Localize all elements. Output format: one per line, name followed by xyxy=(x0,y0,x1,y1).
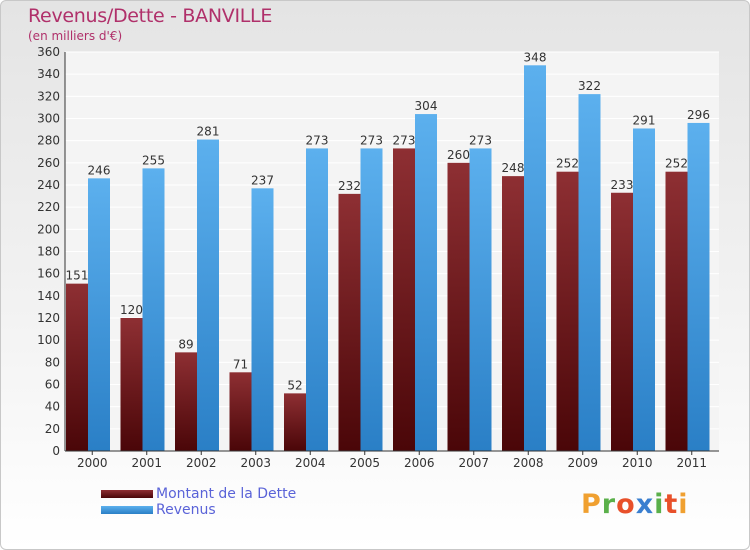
chart-title: Revenus/Dette - BANVILLE xyxy=(28,5,273,27)
value-label-revenus: 273 xyxy=(360,133,383,147)
value-label-revenus: 281 xyxy=(197,125,220,139)
logo-letter: i xyxy=(654,489,665,520)
proxiti-logo: Proxiti xyxy=(581,489,689,520)
logo-letter: x xyxy=(635,489,655,520)
x-tick-label: 2008 xyxy=(513,456,544,470)
y-tick-label: 0 xyxy=(52,444,60,458)
value-label-dette: 52 xyxy=(287,378,302,392)
value-label-dette: 252 xyxy=(556,157,579,171)
y-tick-label: 100 xyxy=(37,333,60,347)
logo-letter: t xyxy=(664,489,679,520)
y-tick-label: 200 xyxy=(37,222,60,236)
y-tick-label: 40 xyxy=(45,400,60,414)
value-label-revenus: 237 xyxy=(251,173,274,187)
legend-label-revenus: Revenus xyxy=(156,502,216,518)
x-tick-label: 2010 xyxy=(622,456,653,470)
y-tick-label: 160 xyxy=(37,267,60,281)
value-label-dette: 232 xyxy=(338,179,361,193)
bar-revenus xyxy=(88,178,110,451)
y-tick-label: 120 xyxy=(37,311,60,325)
logo-letter: r xyxy=(601,489,617,520)
bar-revenus xyxy=(524,65,546,452)
value-label-revenus: 246 xyxy=(88,163,111,177)
value-label-revenus: 273 xyxy=(306,133,329,147)
y-tick-label: 300 xyxy=(37,112,60,126)
bar-revenus xyxy=(251,188,274,451)
value-label-revenus: 296 xyxy=(687,108,710,122)
bar-dette xyxy=(665,171,688,451)
value-label-dette: 260 xyxy=(447,148,470,162)
y-tick-label: 20 xyxy=(45,422,60,436)
bar-dette xyxy=(611,192,633,451)
y-tick-label: 180 xyxy=(37,245,60,259)
y-tick-label: 80 xyxy=(45,355,60,369)
bar-revenus xyxy=(687,122,710,451)
y-tick-label: 360 xyxy=(37,45,60,59)
bar-dette xyxy=(66,283,88,451)
legend-label-dette: Montant de la Dette xyxy=(156,486,297,502)
value-label-dette: 89 xyxy=(178,337,193,351)
bar-revenus xyxy=(197,139,219,451)
bar-revenus xyxy=(578,94,601,451)
y-tick-label: 140 xyxy=(37,289,60,303)
bar-revenus xyxy=(142,168,165,451)
bar-revenus xyxy=(306,148,328,452)
legend-swatch-revenus xyxy=(101,506,153,514)
x-tick-label: 2007 xyxy=(458,456,489,470)
bar-dette xyxy=(120,318,143,451)
value-label-revenus: 273 xyxy=(469,133,492,147)
y-tick-label: 340 xyxy=(37,67,60,81)
x-tick-label: 2001 xyxy=(131,456,162,470)
x-tick-label: 2006 xyxy=(404,456,435,470)
logo-letter: i xyxy=(678,489,689,520)
bar-dette xyxy=(175,352,197,451)
value-label-revenus: 291 xyxy=(633,113,656,127)
x-tick-label: 2003 xyxy=(240,456,271,470)
x-tick-label: 2009 xyxy=(567,456,598,470)
bar-dette xyxy=(447,162,470,452)
y-tick-label: 260 xyxy=(37,156,60,170)
value-label-dette: 151 xyxy=(66,269,89,283)
x-tick-label: 2002 xyxy=(186,456,217,470)
y-tick-label: 240 xyxy=(37,178,60,192)
value-label-dette: 120 xyxy=(120,303,143,317)
y-tick-label: 220 xyxy=(37,200,60,214)
y-tick-label: 320 xyxy=(37,89,60,103)
y-tick-label: 280 xyxy=(37,134,60,148)
value-label-revenus: 348 xyxy=(524,50,547,64)
value-label-revenus: 304 xyxy=(415,99,438,113)
logo-letter: o xyxy=(616,489,636,520)
x-tick-label: 2004 xyxy=(295,456,326,470)
bar-revenus xyxy=(469,148,492,452)
x-tick-label: 2005 xyxy=(349,456,380,470)
bar-dette xyxy=(229,372,252,451)
bar-dette xyxy=(338,193,361,451)
bar-dette xyxy=(284,393,306,451)
value-label-revenus: 255 xyxy=(142,153,165,167)
bar-revenus xyxy=(415,114,437,452)
x-tick-label: 2000 xyxy=(77,456,108,470)
value-label-dette: 71 xyxy=(233,357,248,371)
bar-revenus xyxy=(360,148,383,452)
value-label-dette: 248 xyxy=(502,161,525,175)
value-label-dette: 273 xyxy=(393,133,416,147)
x-tick-label: 2011 xyxy=(676,456,707,470)
chart-subtitle: (en milliers d'€) xyxy=(28,29,123,43)
bar-dette xyxy=(502,176,524,451)
bar-dette xyxy=(556,171,579,451)
value-label-dette: 252 xyxy=(665,157,688,171)
logo-letter: P xyxy=(581,489,602,520)
bar-revenus xyxy=(633,128,655,451)
bar-dette xyxy=(393,148,415,452)
legend-swatch-dette xyxy=(101,490,153,498)
y-tick-label: 60 xyxy=(45,378,60,392)
value-label-revenus: 322 xyxy=(578,79,601,93)
value-label-dette: 233 xyxy=(611,178,634,192)
